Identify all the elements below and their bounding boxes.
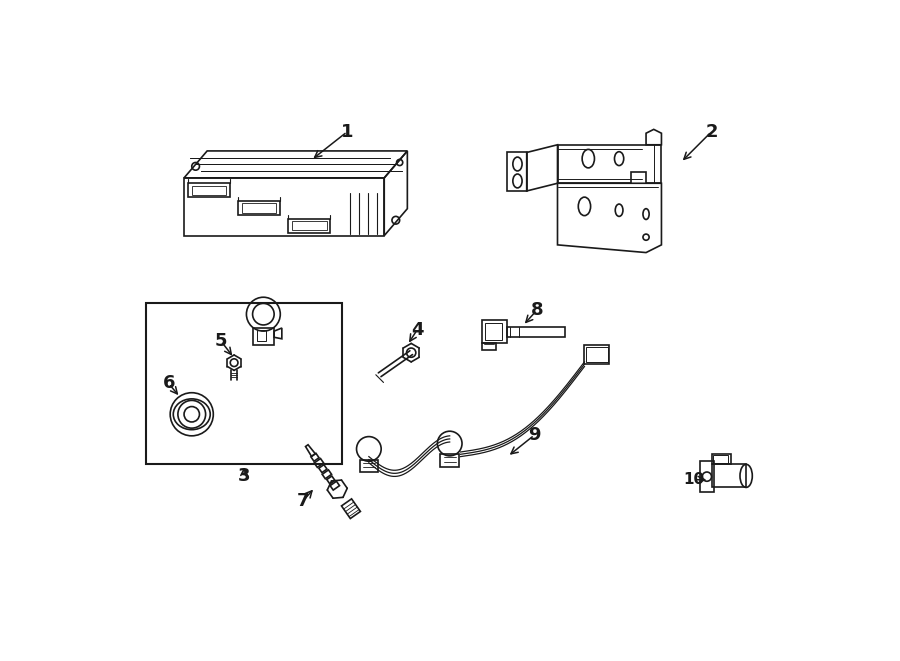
Text: 2: 2 [706,123,718,141]
Text: 10: 10 [683,472,705,487]
Text: 9: 9 [528,426,541,444]
Text: 3: 3 [238,467,250,485]
Text: 7: 7 [297,492,310,510]
Text: 5: 5 [215,332,228,350]
Text: 8: 8 [530,301,543,319]
Text: 1: 1 [341,123,354,141]
Text: 6: 6 [162,375,175,393]
Text: 4: 4 [411,321,424,338]
